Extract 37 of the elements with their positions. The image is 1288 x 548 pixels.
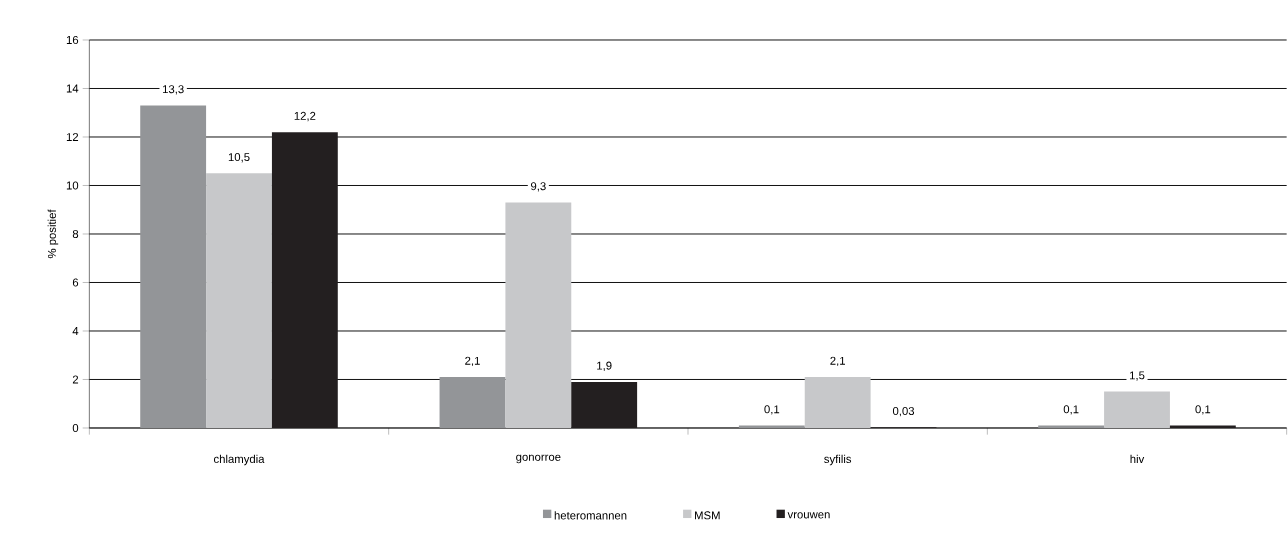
y-tick-label: 14 xyxy=(66,84,79,93)
bar xyxy=(804,377,871,428)
bar xyxy=(505,202,572,428)
y-tick-label: 6 xyxy=(72,278,79,287)
data-label: 13,3 xyxy=(162,85,184,95)
data-label: 1,5 xyxy=(1129,371,1145,381)
bar xyxy=(571,381,638,428)
legend-label: MSM xyxy=(695,511,720,520)
bar xyxy=(140,105,207,428)
data-label: 0,1 xyxy=(764,405,780,415)
bar xyxy=(1104,391,1170,428)
data-label: 2,1 xyxy=(465,356,480,367)
x-tick-label: syfilis xyxy=(824,454,852,466)
data-label: 10,5 xyxy=(228,153,250,163)
y-tick-label: 4 xyxy=(72,327,79,335)
data-label: 0,03 xyxy=(892,406,915,417)
x-tick-label: gonorroe xyxy=(516,454,561,464)
y-axis-title: % positief xyxy=(47,209,59,259)
data-label: 0,1 xyxy=(1195,405,1211,415)
data-label: 2,1 xyxy=(830,356,845,367)
data-label: 0,1 xyxy=(1063,405,1079,415)
y-tick-label: 16 xyxy=(66,35,79,44)
bar xyxy=(439,377,506,428)
y-tick-label: 12 xyxy=(66,133,79,141)
data-label: 12,2 xyxy=(294,111,316,122)
data-label: 9,3 xyxy=(530,182,546,192)
bar xyxy=(271,132,338,428)
y-tick-label: 2 xyxy=(72,375,79,384)
y-tick-label: 0 xyxy=(72,423,79,432)
y-tick-label: 8 xyxy=(72,229,79,238)
x-tick-label: hiv xyxy=(1130,454,1145,463)
legend-label: heteromannen xyxy=(554,511,627,520)
x-tick-label: chlamydia xyxy=(213,454,265,466)
bar xyxy=(206,173,272,428)
legend-label: vrouwen xyxy=(787,512,830,519)
data-label: 1,9 xyxy=(597,361,612,371)
y-tick-label: 10 xyxy=(66,181,79,190)
